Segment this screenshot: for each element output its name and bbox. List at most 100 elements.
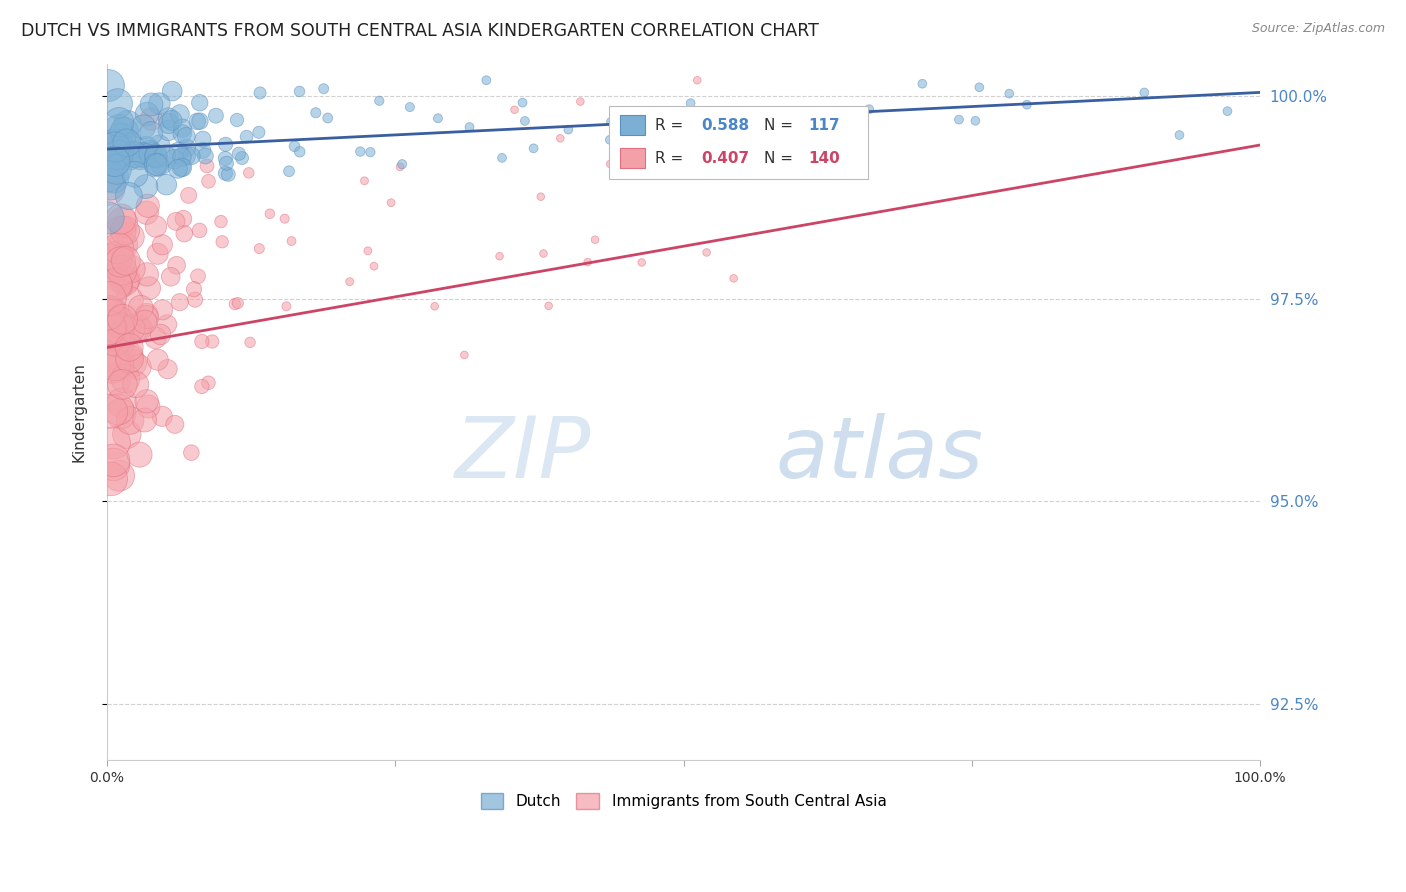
Point xyxy=(135,394,157,409)
Point xyxy=(723,271,745,285)
Point xyxy=(247,242,270,256)
Point xyxy=(146,246,169,260)
Point xyxy=(184,293,207,307)
Point xyxy=(353,174,375,188)
Point xyxy=(97,169,120,183)
Text: ZIP: ZIP xyxy=(456,412,592,495)
Point xyxy=(523,141,546,155)
Point xyxy=(121,321,143,335)
Point xyxy=(389,160,412,174)
Point xyxy=(188,95,211,110)
Point xyxy=(103,458,125,472)
Point xyxy=(679,96,702,111)
Point xyxy=(305,105,328,120)
Point xyxy=(103,319,125,334)
Point xyxy=(145,219,167,234)
Text: 140: 140 xyxy=(808,151,839,166)
Point xyxy=(576,255,599,269)
Point xyxy=(131,148,153,162)
Point xyxy=(231,151,253,165)
Point xyxy=(630,255,652,269)
Point xyxy=(114,274,136,288)
Point xyxy=(100,305,122,319)
Point xyxy=(146,352,169,367)
Point xyxy=(215,156,238,170)
Point xyxy=(194,149,217,163)
Point xyxy=(107,148,129,162)
Point xyxy=(136,107,159,121)
Text: Source: ZipAtlas.com: Source: ZipAtlas.com xyxy=(1251,22,1385,36)
Point xyxy=(101,137,124,152)
Point xyxy=(423,299,446,313)
Point xyxy=(599,157,621,171)
Point xyxy=(138,281,160,295)
Point xyxy=(115,136,138,150)
Point xyxy=(145,157,167,171)
Point xyxy=(97,308,120,322)
Point xyxy=(491,151,513,165)
Point xyxy=(288,85,311,99)
Point xyxy=(103,255,125,269)
Point xyxy=(188,114,211,128)
Text: 0.588: 0.588 xyxy=(700,118,749,133)
Point xyxy=(150,237,173,252)
Point xyxy=(197,174,219,188)
Point xyxy=(288,145,311,159)
Point xyxy=(911,77,934,91)
Point xyxy=(111,238,134,252)
Text: N =: N = xyxy=(765,118,799,133)
Point xyxy=(172,127,194,141)
Point xyxy=(146,158,169,172)
Point xyxy=(108,468,131,483)
Point xyxy=(157,111,180,125)
Point xyxy=(97,181,120,195)
Point xyxy=(121,262,143,277)
Point xyxy=(97,306,120,320)
Point xyxy=(172,121,194,136)
Point xyxy=(186,114,208,128)
Point xyxy=(120,230,142,244)
Point xyxy=(191,132,214,146)
Point xyxy=(118,149,141,163)
Point xyxy=(583,233,606,247)
Point xyxy=(969,80,991,95)
Point xyxy=(512,95,534,110)
Point xyxy=(283,139,305,153)
Point xyxy=(111,312,134,326)
Point xyxy=(132,148,155,162)
Point xyxy=(97,321,120,335)
Point xyxy=(191,379,214,393)
Point xyxy=(117,117,139,131)
Point xyxy=(169,295,191,310)
Point xyxy=(112,272,135,286)
Point xyxy=(141,112,163,126)
Point xyxy=(148,96,170,111)
Point xyxy=(103,435,125,450)
Point xyxy=(188,223,211,237)
Point xyxy=(118,189,141,203)
Point xyxy=(458,120,481,134)
Point xyxy=(537,299,560,313)
Point xyxy=(191,334,214,349)
Point xyxy=(124,147,146,161)
Point xyxy=(103,453,125,467)
Point xyxy=(114,253,136,268)
Text: 0.407: 0.407 xyxy=(700,151,749,166)
Point xyxy=(98,292,121,306)
Point xyxy=(114,371,136,385)
Point xyxy=(104,154,127,169)
Point xyxy=(217,168,239,182)
Legend: Dutch, Immigrants from South Central Asia: Dutch, Immigrants from South Central Asi… xyxy=(474,788,893,815)
Point xyxy=(166,258,188,272)
Point xyxy=(107,358,129,372)
Point xyxy=(111,396,134,410)
Point xyxy=(101,359,124,374)
Point xyxy=(211,235,233,249)
Point xyxy=(349,145,371,159)
Point xyxy=(533,246,555,260)
Point xyxy=(150,157,173,171)
Point xyxy=(226,296,249,310)
Point xyxy=(1216,104,1239,119)
Point xyxy=(125,377,148,392)
Point xyxy=(273,211,295,226)
